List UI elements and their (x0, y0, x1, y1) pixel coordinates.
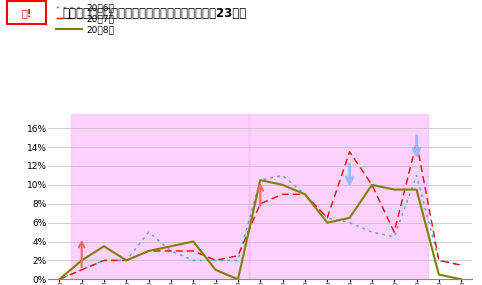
Bar (249, 114, 428, 279)
Bar (70, 114, 249, 279)
Legend: 20年6月, 20年7月, 20年8月: 20年6月, 20年7月, 20年8月 (53, 0, 118, 38)
Text: マ!: マ! (21, 8, 32, 18)
FancyBboxPatch shape (7, 1, 46, 24)
Text: 新築マンション価格帯別の発売戸数割合の推移（23区）: 新築マンション価格帯別の発売戸数割合の推移（23区） (63, 7, 247, 20)
